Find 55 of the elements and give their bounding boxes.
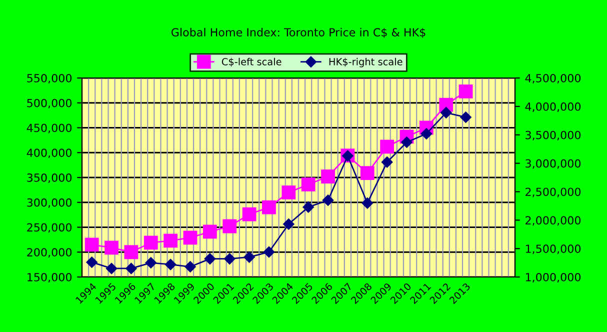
point <box>104 240 118 255</box>
point <box>86 256 98 268</box>
legend-label: HK$-right scale <box>329 58 402 68</box>
y2-tick-label: 1,000,000 <box>526 272 581 283</box>
point <box>322 194 334 206</box>
point <box>401 136 412 148</box>
point <box>262 200 276 214</box>
y2-tick-label: 2,000,000 <box>526 216 581 226</box>
point <box>224 253 236 264</box>
y-tick-label: 500,000 <box>27 98 72 108</box>
point <box>460 112 472 123</box>
point <box>362 197 373 209</box>
y-tick-label: 550,000 <box>27 74 72 84</box>
point <box>106 262 118 274</box>
point <box>164 234 178 248</box>
y-tick-label: 150,000 <box>28 272 72 283</box>
point <box>282 185 296 200</box>
legend-label: C$-left scale <box>222 58 282 67</box>
point <box>144 236 158 250</box>
point <box>321 170 335 184</box>
point <box>420 128 432 140</box>
y-tick-label: 200,000 <box>27 248 72 258</box>
point <box>204 253 216 264</box>
y-tick-label: 450,000 <box>26 124 72 134</box>
point <box>164 258 176 270</box>
point <box>458 84 473 98</box>
point <box>244 251 255 263</box>
point <box>84 238 99 252</box>
point <box>302 201 314 213</box>
point <box>360 166 374 180</box>
y-tick-label: 250,000 <box>27 223 72 233</box>
point <box>440 107 452 118</box>
y2-tick-label: 4,500,000 <box>525 74 581 84</box>
point <box>380 140 394 154</box>
point <box>222 219 237 234</box>
chart-title: Global Home Index: Toronto Price in C$ & HK$ <box>171 28 426 38</box>
point <box>183 230 198 245</box>
y-tick-label: 400,000 <box>26 148 72 158</box>
point <box>184 261 196 272</box>
y2-tick-label: 3,500,000 <box>526 130 581 140</box>
point <box>124 245 138 260</box>
point <box>381 156 393 168</box>
point <box>242 207 256 222</box>
point <box>301 178 316 192</box>
point <box>283 218 294 230</box>
point <box>263 246 275 258</box>
y2-tick-label: 4,000,000 <box>525 102 581 112</box>
y2-tick-label: 3,000,000 <box>526 159 581 169</box>
point <box>202 224 217 239</box>
y-tick-label: 300,000 <box>27 198 72 208</box>
point <box>145 257 156 268</box>
y-tick-label: 350,000 <box>27 173 72 184</box>
y2-tick-label: 1,500,000 <box>526 244 581 254</box>
y2-tick-label: 2,500,000 <box>526 188 581 198</box>
point <box>126 262 137 274</box>
